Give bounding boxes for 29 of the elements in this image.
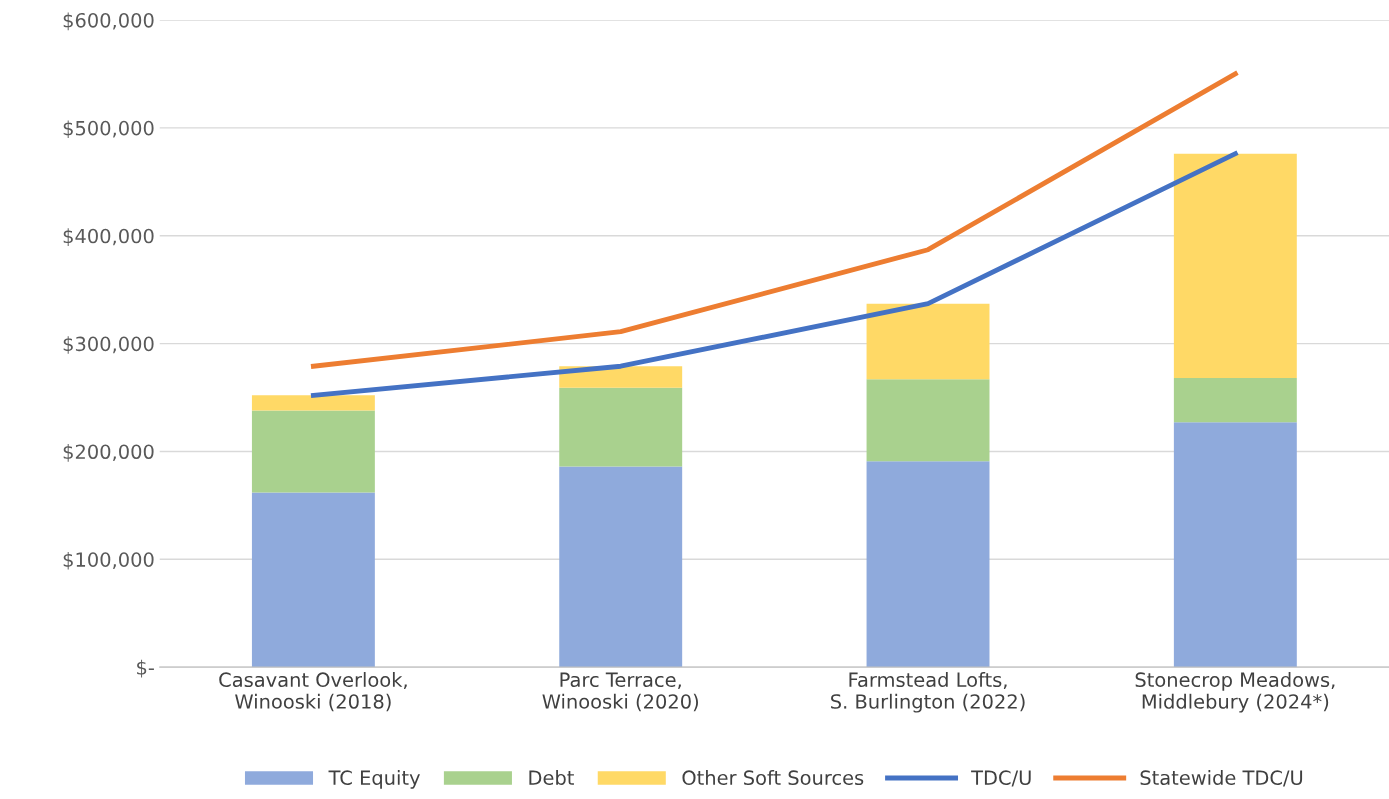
line-series bbox=[310, 151, 1238, 398]
bar bbox=[866, 379, 990, 462]
y-tick-label: $400,000 bbox=[63, 228, 154, 246]
legend-label: TC Equity bbox=[328, 769, 420, 789]
bar bbox=[559, 387, 683, 467]
bar bbox=[251, 410, 375, 493]
y-tick-label: $200,000 bbox=[63, 444, 154, 462]
x-tick-label: Stonecrop Meadows, Middlebury (2024*) bbox=[1135, 672, 1335, 713]
y-tick-label: $600,000 bbox=[63, 12, 154, 31]
bar bbox=[1173, 153, 1297, 379]
legend-label: Debt bbox=[529, 769, 574, 786]
legend-label: Other Soft Sources bbox=[682, 769, 864, 786]
bar bbox=[1173, 378, 1297, 423]
x-tick-label: Casavant Overlook, Winooski (2018) bbox=[219, 672, 407, 712]
bar bbox=[1173, 422, 1297, 668]
y-tick-label: $100,000 bbox=[63, 551, 154, 570]
line-series bbox=[310, 71, 1238, 369]
x-tick-label: Parc Terrace, Winooski (2020) bbox=[542, 672, 699, 712]
bar bbox=[866, 461, 990, 668]
bar bbox=[251, 395, 375, 411]
bar bbox=[866, 303, 990, 380]
bar bbox=[559, 466, 683, 668]
bar bbox=[251, 492, 375, 668]
y-tick-label: $300,000 bbox=[63, 336, 154, 354]
y-tick-label: $- bbox=[137, 659, 154, 678]
y-tick-label: $500,000 bbox=[63, 120, 154, 139]
legend-label: Statewide TDC/U bbox=[1140, 769, 1303, 787]
x-tick-label: Farmstead Lofts, S. Burlington (2022) bbox=[831, 672, 1025, 713]
legend-label: TDC/U bbox=[971, 770, 1031, 787]
